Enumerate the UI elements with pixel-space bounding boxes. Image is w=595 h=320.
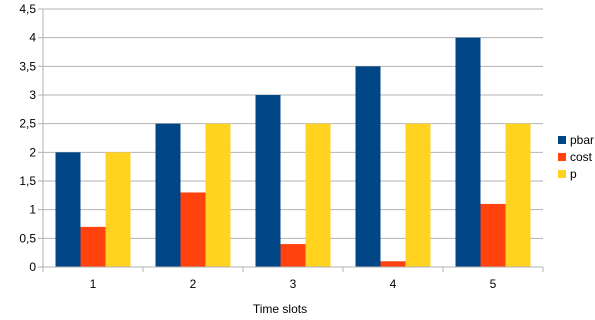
bar-cost-5 [480,203,506,267]
y-tick-label: 0 [29,260,36,274]
y-tick-label: 4 [29,31,36,45]
y-tick-label: 2,5 [19,117,36,131]
x-tick-label: 5 [490,277,497,291]
bar-pbar-4 [355,66,381,267]
y-tick-label: 3,5 [19,59,36,73]
legend-swatch-cost [558,153,566,161]
bars [55,37,531,268]
y-tick-labels: 0 0,5 1 1,5 2 2,5 3 3,5 4 4,5 [19,2,36,274]
x-tick-label: 3 [290,277,297,291]
bar-p-1 [105,152,131,267]
x-tick-label: 2 [190,277,197,291]
bar-cost-1 [80,226,106,267]
legend-label-p: p [570,167,577,181]
axes [38,8,544,272]
y-tick-label: 1 [29,203,36,217]
y-tick-label: 4,5 [19,2,36,16]
bar-p-5 [505,123,531,268]
bar-cost-3 [280,244,306,267]
legend: pbar cost p [558,133,594,181]
bar-p-2 [205,123,231,268]
bar-p-4 [405,123,431,268]
bar-pbar-1 [55,152,81,267]
bar-pbar-2 [155,123,181,268]
legend-label-cost: cost [570,150,593,164]
legend-swatch-p [558,170,566,178]
bar-cost-4 [380,261,406,267]
bar-p-3 [305,123,331,268]
x-tick-label: 4 [390,277,397,291]
y-tick-label: 0,5 [19,231,36,245]
bar-cost-2 [180,192,206,267]
legend-label-pbar: pbar [570,133,594,147]
x-tick-label: 1 [90,277,97,291]
bar-pbar-5 [455,37,481,267]
bar-pbar-3 [255,95,281,267]
x-axis-title: Time slots [253,302,307,316]
y-tick-label: 1,5 [19,174,36,188]
y-tick-label: 3 [29,88,36,102]
x-tick-labels: 1 2 3 4 5 [90,277,497,291]
legend-swatch-pbar [558,136,566,144]
y-tick-label: 2 [29,145,36,159]
